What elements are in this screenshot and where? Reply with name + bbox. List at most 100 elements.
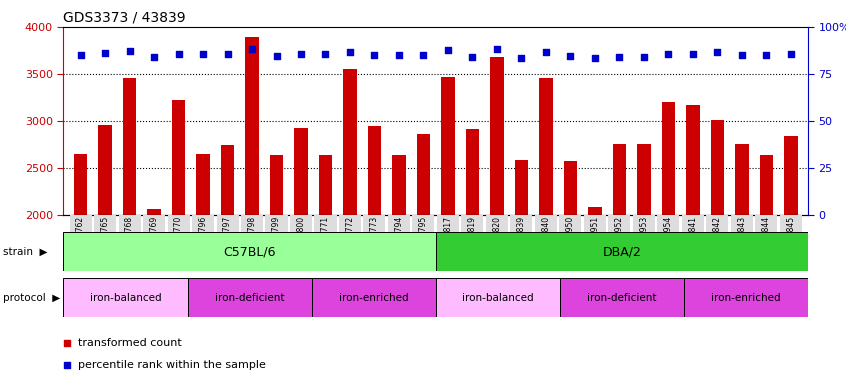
- Point: [711, 49, 724, 55]
- FancyBboxPatch shape: [780, 215, 802, 232]
- FancyBboxPatch shape: [510, 215, 532, 232]
- Point: [60, 362, 74, 368]
- Bar: [613, 144, 626, 215]
- FancyBboxPatch shape: [436, 278, 560, 317]
- Text: GSM262953: GSM262953: [640, 216, 648, 262]
- Text: GSM262951: GSM262951: [591, 216, 599, 262]
- Point: [98, 50, 112, 56]
- Point: [514, 55, 528, 61]
- Point: [465, 54, 479, 60]
- FancyBboxPatch shape: [682, 215, 704, 232]
- FancyBboxPatch shape: [192, 215, 214, 232]
- Point: [123, 48, 136, 55]
- Bar: [74, 154, 87, 215]
- Text: GSM262796: GSM262796: [199, 216, 207, 262]
- FancyBboxPatch shape: [63, 232, 436, 271]
- Point: [368, 52, 382, 58]
- FancyBboxPatch shape: [755, 215, 777, 232]
- Bar: [442, 77, 454, 215]
- Point: [563, 53, 577, 59]
- Bar: [686, 105, 700, 215]
- FancyBboxPatch shape: [241, 215, 263, 232]
- Bar: [563, 161, 577, 215]
- Text: GSM262762: GSM262762: [76, 216, 85, 262]
- Text: GSM262795: GSM262795: [419, 216, 428, 262]
- Text: GSM262819: GSM262819: [468, 216, 477, 262]
- FancyBboxPatch shape: [559, 215, 581, 232]
- Bar: [637, 144, 651, 215]
- Text: iron-deficient: iron-deficient: [587, 293, 656, 303]
- FancyBboxPatch shape: [388, 215, 410, 232]
- Text: DBA/2: DBA/2: [602, 245, 641, 258]
- Point: [760, 52, 773, 58]
- FancyBboxPatch shape: [436, 232, 808, 271]
- Bar: [588, 207, 602, 215]
- FancyBboxPatch shape: [584, 215, 606, 232]
- Text: GSM262840: GSM262840: [541, 216, 551, 262]
- Text: GDS3373 / 43839: GDS3373 / 43839: [63, 10, 186, 24]
- Text: GSM262820: GSM262820: [492, 216, 502, 262]
- Text: GSM262794: GSM262794: [394, 216, 404, 262]
- Bar: [270, 155, 283, 215]
- Text: iron-enriched: iron-enriched: [711, 293, 781, 303]
- Point: [441, 47, 454, 53]
- FancyBboxPatch shape: [364, 215, 386, 232]
- Text: GSM262770: GSM262770: [174, 216, 183, 262]
- Text: GSM262843: GSM262843: [738, 216, 746, 262]
- Point: [196, 51, 210, 57]
- Point: [393, 52, 406, 58]
- Text: GSM262773: GSM262773: [370, 216, 379, 262]
- Text: transformed count: transformed count: [79, 338, 182, 348]
- Bar: [539, 78, 552, 215]
- FancyBboxPatch shape: [168, 215, 190, 232]
- FancyBboxPatch shape: [217, 215, 239, 232]
- Bar: [343, 69, 357, 215]
- Text: percentile rank within the sample: percentile rank within the sample: [79, 360, 266, 370]
- Bar: [417, 134, 430, 215]
- Bar: [196, 154, 210, 215]
- Bar: [465, 129, 479, 215]
- Bar: [221, 146, 234, 215]
- FancyBboxPatch shape: [315, 215, 337, 232]
- FancyBboxPatch shape: [311, 278, 436, 317]
- Bar: [393, 155, 406, 215]
- FancyBboxPatch shape: [731, 215, 753, 232]
- Point: [539, 49, 552, 55]
- Text: C57BL/6: C57BL/6: [223, 245, 276, 258]
- FancyBboxPatch shape: [69, 215, 91, 232]
- Text: GSM262844: GSM262844: [761, 216, 771, 262]
- Point: [613, 54, 626, 60]
- Bar: [98, 125, 112, 215]
- Bar: [662, 102, 675, 215]
- FancyBboxPatch shape: [633, 215, 655, 232]
- Point: [686, 51, 700, 57]
- FancyBboxPatch shape: [94, 215, 116, 232]
- Point: [60, 340, 74, 346]
- Text: GSM262817: GSM262817: [443, 216, 453, 262]
- Text: GSM262798: GSM262798: [248, 216, 256, 262]
- Bar: [147, 209, 161, 215]
- Text: GSM262768: GSM262768: [125, 216, 134, 262]
- Text: GSM262841: GSM262841: [689, 216, 697, 262]
- Point: [735, 52, 749, 58]
- Text: iron-deficient: iron-deficient: [215, 293, 284, 303]
- FancyBboxPatch shape: [657, 215, 679, 232]
- FancyBboxPatch shape: [684, 278, 808, 317]
- Text: iron-balanced: iron-balanced: [462, 293, 534, 303]
- Bar: [368, 126, 382, 215]
- Text: strain  ▶: strain ▶: [3, 247, 47, 257]
- FancyBboxPatch shape: [535, 215, 557, 232]
- FancyBboxPatch shape: [118, 215, 140, 232]
- Bar: [123, 78, 136, 215]
- FancyBboxPatch shape: [63, 278, 188, 317]
- Bar: [319, 155, 332, 215]
- Text: GSM262845: GSM262845: [786, 216, 795, 262]
- Bar: [514, 161, 528, 215]
- FancyBboxPatch shape: [339, 215, 361, 232]
- FancyBboxPatch shape: [486, 215, 508, 232]
- Text: protocol  ▶: protocol ▶: [3, 293, 60, 303]
- Text: GSM262952: GSM262952: [615, 216, 624, 262]
- Text: GSM262839: GSM262839: [517, 216, 526, 262]
- Point: [74, 52, 87, 58]
- Text: GSM262772: GSM262772: [345, 216, 354, 262]
